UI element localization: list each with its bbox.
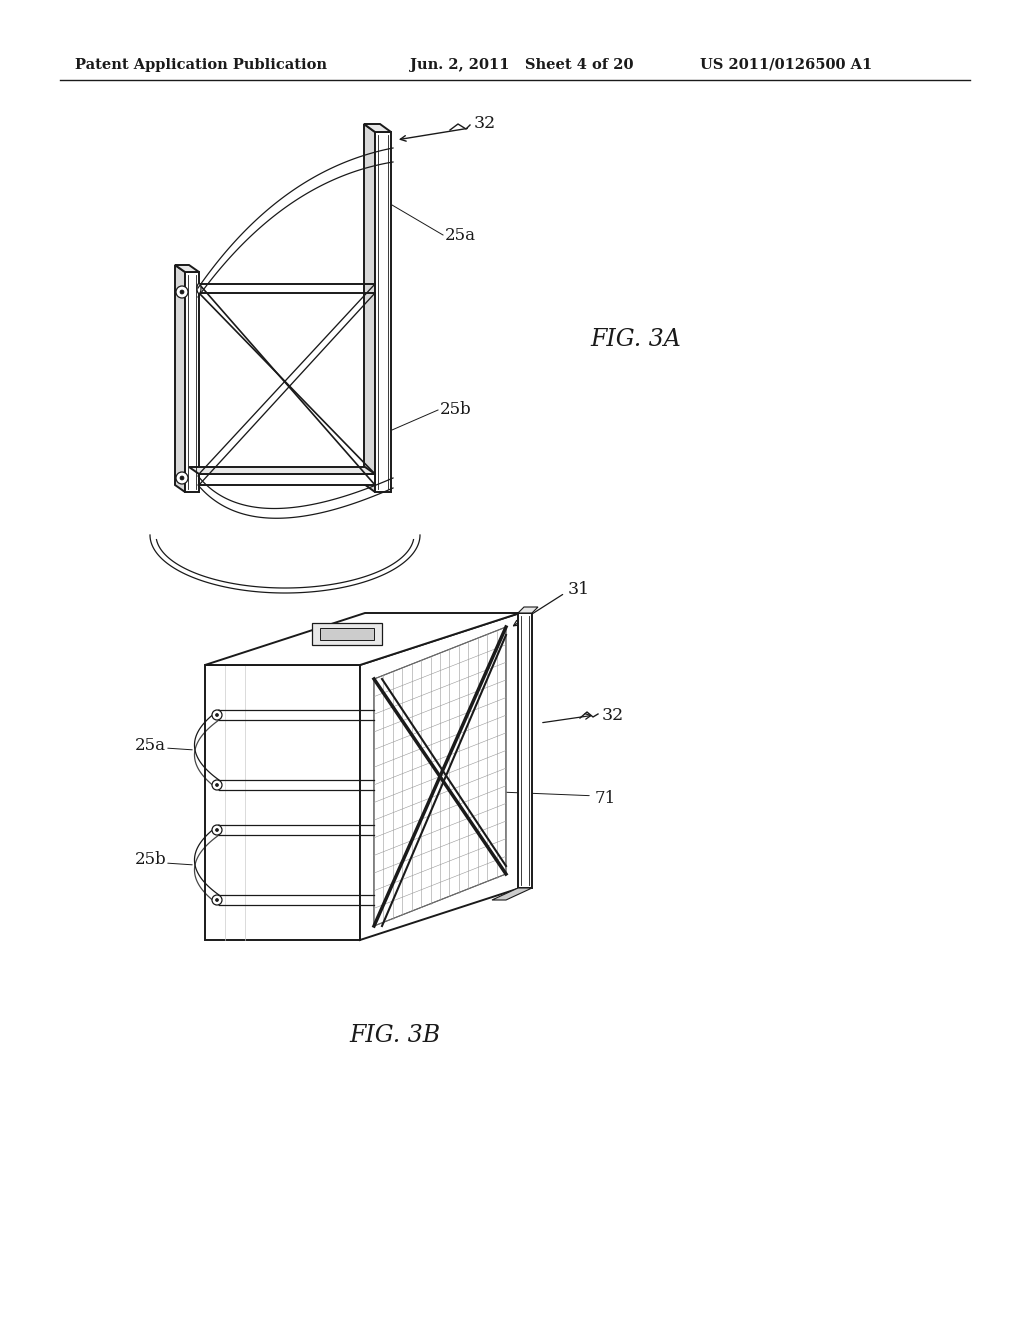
Circle shape — [212, 780, 222, 789]
Text: FIG. 3B: FIG. 3B — [349, 1023, 440, 1047]
Polygon shape — [360, 612, 520, 940]
Polygon shape — [175, 265, 199, 272]
Polygon shape — [199, 474, 375, 484]
Circle shape — [215, 829, 218, 832]
Ellipse shape — [197, 284, 201, 293]
Polygon shape — [189, 467, 375, 474]
Polygon shape — [518, 612, 532, 888]
Text: 71: 71 — [595, 789, 616, 807]
Polygon shape — [374, 627, 506, 927]
Circle shape — [215, 899, 218, 902]
Text: 25a: 25a — [135, 737, 166, 754]
Polygon shape — [311, 623, 382, 645]
Circle shape — [215, 714, 218, 717]
Circle shape — [180, 477, 184, 480]
Text: 31: 31 — [568, 582, 590, 598]
Circle shape — [212, 895, 222, 906]
Text: 25b: 25b — [440, 401, 472, 418]
Polygon shape — [492, 888, 532, 900]
Circle shape — [176, 473, 188, 484]
Polygon shape — [205, 665, 360, 940]
Polygon shape — [319, 628, 374, 640]
Text: 25a: 25a — [445, 227, 476, 243]
Polygon shape — [518, 607, 538, 612]
Polygon shape — [185, 272, 199, 492]
Text: 25b: 25b — [135, 851, 167, 869]
Circle shape — [212, 710, 222, 719]
Text: US 2011/0126500 A1: US 2011/0126500 A1 — [700, 58, 872, 73]
Text: 32: 32 — [474, 116, 497, 132]
Polygon shape — [364, 124, 391, 132]
Text: Patent Application Publication: Patent Application Publication — [75, 58, 327, 73]
Text: Jun. 2, 2011   Sheet 4 of 20: Jun. 2, 2011 Sheet 4 of 20 — [410, 58, 634, 73]
Circle shape — [212, 825, 222, 836]
Polygon shape — [375, 132, 391, 492]
Circle shape — [215, 784, 218, 787]
Polygon shape — [364, 124, 375, 492]
Text: 32: 32 — [602, 706, 625, 723]
Text: FIG. 3A: FIG. 3A — [590, 329, 681, 351]
Circle shape — [180, 290, 184, 294]
Circle shape — [176, 286, 188, 298]
Polygon shape — [175, 265, 185, 492]
Polygon shape — [205, 612, 520, 665]
